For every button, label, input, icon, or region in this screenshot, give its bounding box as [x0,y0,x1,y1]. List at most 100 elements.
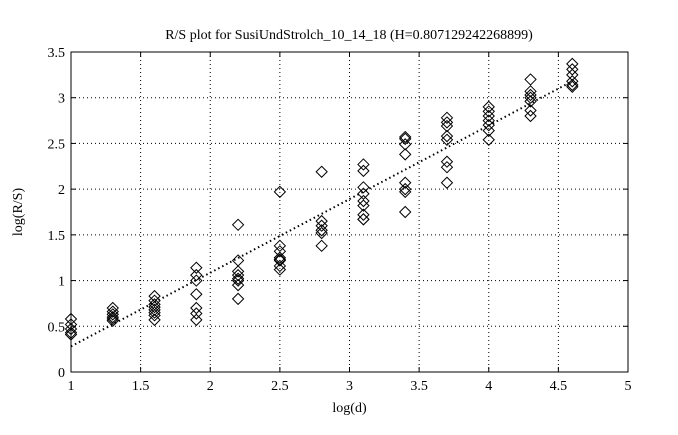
data-point [273,239,287,253]
x-tick-label: 4.5 [550,379,568,394]
y-tick-label: 1 [58,275,65,290]
data-points [64,57,579,341]
data-point [482,109,495,123]
data-point [566,75,579,88]
data-point [148,303,161,317]
data-point [440,111,454,125]
data-point [273,245,287,258]
data-point [106,310,119,324]
data-point [190,261,203,274]
data-point [440,119,454,133]
data-point [190,288,203,301]
data-point [524,91,537,104]
y-tick-label: 0.5 [48,320,66,335]
data-point [524,109,537,123]
chart-title: R/S plot for SusiUndStrolch_10_14_18 (H=… [165,28,533,43]
data-point [231,278,245,292]
data-point [106,314,119,328]
data-point [315,224,328,237]
data-point [273,259,287,273]
data-point [524,85,537,98]
data-point [524,73,537,86]
data-point [566,63,579,76]
x-tick-label: 1.5 [132,379,150,394]
data-point [440,155,454,168]
data-point [315,214,328,228]
data-point [273,185,287,199]
y-tick-label: 3 [58,92,65,107]
data-point [273,251,287,264]
data-point [482,133,495,146]
y-tick-label: 0 [58,366,65,381]
x-tick-label: 3 [346,379,353,394]
data-point [357,194,370,208]
data-point [357,208,370,221]
data-point [148,309,161,322]
y-tick-label: 2 [58,183,65,198]
data-point [440,133,454,146]
data-point [64,312,78,326]
data-point [398,185,412,199]
data-point [148,300,161,314]
data-point [357,187,370,200]
data-point [273,263,287,276]
data-point [482,118,495,132]
data-point [357,181,370,194]
data-point [190,307,203,320]
data-point [524,88,537,102]
data-point [398,176,412,189]
data-point [357,158,370,171]
data-point [231,272,245,285]
data-point [231,265,245,278]
data-point [190,268,203,282]
y-tick-label: 3.5 [48,46,66,61]
data-point [148,294,161,307]
x-tick-label: 3.5 [410,379,428,394]
data-point [231,268,245,282]
data-point [190,301,203,315]
data-point [64,326,78,339]
data-point [64,328,78,341]
data-point [398,182,412,196]
data-point [482,124,495,137]
x-tick-label: 2.5 [271,379,289,394]
data-point [440,129,454,143]
data-point [273,253,287,266]
data-point [315,165,328,178]
data-point [357,164,370,178]
y-tick-label: 1.5 [48,229,66,244]
x-tick-label: 2 [207,379,214,394]
x-tick-label: 4 [485,379,492,394]
data-point [315,226,328,240]
data-point [106,312,119,326]
data-point [440,160,454,174]
data-point [231,218,245,232]
data-point [231,274,245,287]
data-point [148,306,161,319]
data-point [482,100,495,114]
data-point [398,205,412,219]
data-point [190,313,203,327]
data-point [566,68,579,82]
y-axis-label: log(R/S) [11,188,26,237]
data-point [566,80,579,93]
data-point [148,313,161,327]
data-point [524,104,537,117]
data-point [231,292,245,306]
data-point [357,213,370,226]
y-tick-label: 2.5 [48,137,66,152]
data-point [106,305,119,318]
data-point [398,148,412,161]
data-point [398,130,412,144]
data-point [482,105,495,118]
data-point [106,308,119,321]
data-point [440,116,454,129]
data-point [357,199,370,212]
x-tick-label: 5 [625,379,632,394]
x-axis-label: log(d) [332,401,367,416]
data-point [398,132,412,146]
ticks: 1 1.5 2 2.5 3 3.5 4 4.5 5 0 0.5 1 1.5 2 2.5 3 3.5 [48,46,632,394]
data-point [398,138,412,151]
data-point [64,318,78,331]
